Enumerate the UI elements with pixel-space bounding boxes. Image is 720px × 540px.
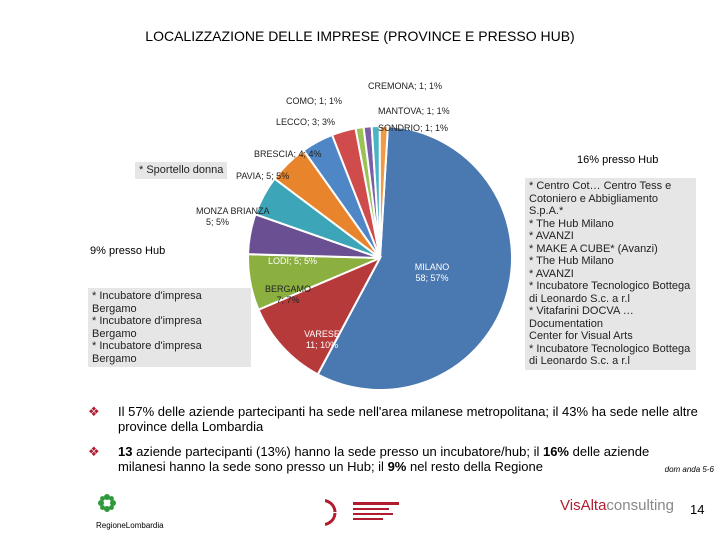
slice-label: LODI; 5; 5% [268, 256, 317, 266]
visalta-logo: VisAltaconsulting [560, 497, 674, 514]
logo-text: RegioneLombardia [96, 521, 164, 530]
bullet-bold: 16% [542, 444, 569, 459]
slice-label: BRESCIA; 4; 4% [254, 149, 322, 159]
note-line: * The Hub Milano [529, 217, 614, 230]
pie-slice-sondrio [378, 124, 389, 259]
bullet-item: ❖ 13 aziende partecipanti (13%) hanno la… [88, 444, 700, 474]
hub16-note: * Centro Cot… Centro Tess e Cotoniero e A… [525, 178, 696, 370]
slice-sublabel: 7; 7% [276, 295, 299, 305]
hub9-note: * Incubatore d'impresa Bergamo * Incubato… [88, 288, 251, 367]
slice-label: MANTOVA; 1; 1% [378, 106, 450, 116]
rose-icon [98, 494, 116, 512]
slice-label: PAVIA; 5; 5% [236, 171, 289, 181]
slice-label: SONDRIO; 1; 1% [378, 123, 448, 133]
bullet-text: aziende partecipanti (13%) hanno la sede… [132, 444, 543, 459]
center-logo [309, 494, 405, 528]
bullet-text: Il 57% delle aziende partecipanti ha sed… [118, 404, 698, 434]
page-title: LOCALIZZAZIONE DELLE IMPRESE (PROVINCE E… [145, 28, 575, 44]
slice-sublabel: 11; 10% [306, 340, 338, 350]
note-sportello: * Sportello donna [135, 162, 228, 179]
logo-text: consulting [606, 497, 674, 514]
center-logo-icon [309, 499, 399, 526]
note-line: * AVANZI [529, 230, 574, 242]
bullet-list: ❖ Il 57% delle aziende partecipanti ha s… [88, 404, 700, 484]
diamond-icon: ❖ [88, 444, 100, 459]
page-number: 14 [690, 502, 705, 517]
note-line: * Incubatore d'impresa Bergamo [92, 340, 202, 365]
bullet-text: nel resto della Regione [406, 459, 543, 474]
note-line: * Centro Cot… Centro Tess e [529, 180, 672, 192]
pie-slice-varese [257, 255, 383, 376]
hub16-label: 16% presso Hub [577, 154, 659, 166]
slice-label: COMO; 1; 1% [286, 96, 342, 106]
note-line: di Leonardo S.c. a r.l [529, 355, 630, 367]
hub9-label: 9% presso Hub [90, 245, 166, 257]
slice-label: CREMONA; 1; 1% [368, 81, 442, 91]
note-line: * Incubatore d'impresa Bergamo [92, 315, 202, 340]
logo-text: VisAlta [560, 497, 607, 514]
note-line: * AVANZI [529, 267, 574, 280]
slice-sublabel: 58; 57% [415, 273, 448, 283]
bullet-text: delle aziende milanesi hanno la sede son… [118, 444, 650, 474]
slice-label: LECCO; 3; 3% [276, 117, 335, 127]
source-note: dom anda 5-6 [664, 465, 714, 474]
slice-label: MONZA BRIANZA [196, 206, 270, 216]
note-line: * Incubatore Tecnologico Bottega [529, 280, 691, 292]
note-line: * Incubatore d'impresa Bergamo [92, 290, 202, 315]
note-line: * MAKE A CUBE* (Avanzi) [529, 242, 658, 255]
bullet-bold: 9% [387, 459, 407, 474]
note-line: * Incubatore Tecnologico Bottega [529, 342, 691, 355]
pie-slice-milano [316, 125, 514, 391]
diamond-icon: ❖ [88, 404, 100, 419]
note-line: * The Hub Milano [529, 255, 614, 267]
bullet-bold: 13 [118, 444, 133, 459]
slice-sublabel: 5; 5% [206, 217, 229, 227]
regione-lombardia-logo: RegioneLombardia [96, 492, 186, 530]
note-line: * Vitafarini DOCVA … Documentation [529, 305, 634, 330]
slice-label: MILANO [415, 262, 450, 272]
note-line: Cotoniero e Abbigliamento S.p.A.* [529, 192, 659, 218]
note-line: di Leonardo S.c. a r.l [529, 292, 630, 305]
slice-label: VARESE [304, 329, 340, 339]
slice-label: BERGAMO [265, 284, 311, 294]
bullet-item: ❖ Il 57% delle aziende partecipanti ha s… [88, 404, 700, 434]
note-line: Center for Visual Arts [529, 330, 633, 342]
